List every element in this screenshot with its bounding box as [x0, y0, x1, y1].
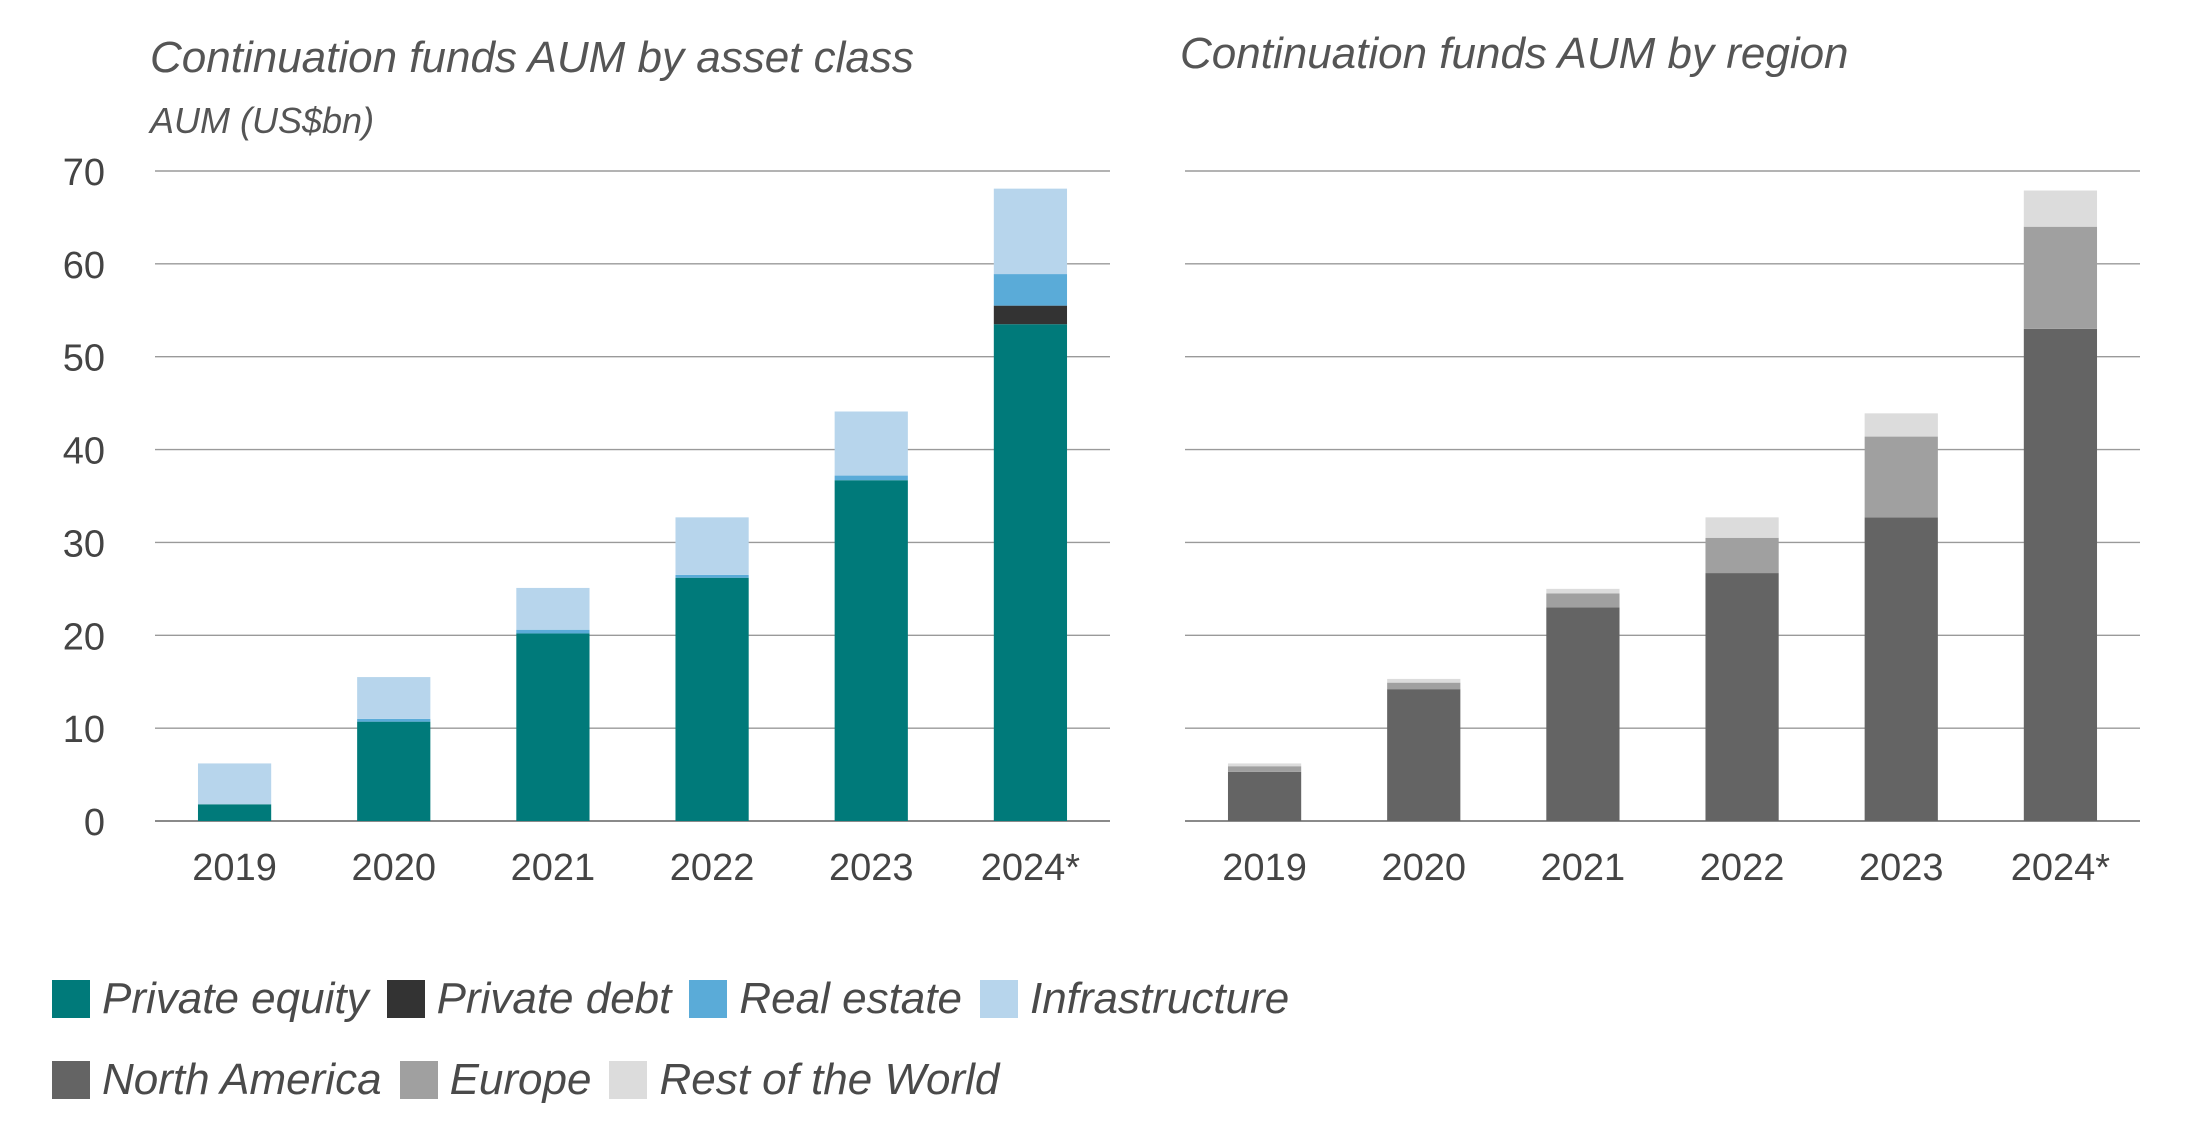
bar-europe-2023	[1864, 436, 1938, 518]
bar-real-estate-2024	[993, 274, 1068, 306]
y-tick-label: 60	[63, 245, 105, 287]
bar-infrastructure-2021	[516, 587, 590, 630]
bar-north-america-2020	[1387, 689, 1461, 821]
y-tick-label: 20	[63, 616, 105, 658]
x-tick-label: 2022	[670, 847, 755, 889]
bar-north-america-2024	[2023, 328, 2098, 821]
bar-infrastructure-2024	[993, 188, 1068, 275]
bar-private-equity-2021	[516, 633, 590, 821]
chart-title-region: Continuation funds AUM by region	[1180, 29, 1849, 78]
bar-infrastructure-2023	[834, 411, 908, 476]
bar-real-estate-2023	[834, 475, 908, 481]
bar-europe-2024	[2023, 226, 2098, 329]
chart-asset-class: 0 10 20 30 40 50 60 70 2019 2020 2021 2022 2023 2024*	[63, 152, 1110, 889]
bar-europe-2019	[1227, 766, 1302, 772]
y-tick-label: 70	[63, 152, 105, 194]
legend-label-infrastructure: Infrastructure	[1029, 974, 1290, 1023]
bar-real-estate-2020	[357, 718, 431, 722]
x-tick-label: 2023	[829, 847, 914, 889]
bar-private-equity-2024	[993, 324, 1068, 821]
y-tick-label: 30	[63, 523, 105, 565]
legend-swatch-north-america	[52, 1061, 90, 1099]
bar-real-estate-2022	[675, 574, 749, 578]
y-tick-label: 10	[63, 709, 105, 751]
x-tick-label: 2020	[1381, 847, 1466, 889]
bar-rest-of-the-world-2023	[1864, 413, 1938, 437]
legend-item-rest-of-world: Rest of the World	[609, 1055, 999, 1105]
legend-swatch-real-estate	[689, 980, 728, 1018]
legend-item-europe: Europe	[399, 1055, 592, 1105]
bar-north-america-2022	[1705, 573, 1779, 821]
x-tick-label: 2024*	[981, 847, 1081, 889]
chart-title-asset-class: Continuation funds AUM by asset class	[150, 33, 914, 82]
bar-europe-2022	[1705, 537, 1779, 574]
bar-rest-of-the-world-2021	[1546, 588, 1620, 594]
chart-region: 2019 2020 2021 2022 2023 2024*	[1185, 170, 2140, 889]
bar-private-equity-2022	[675, 577, 749, 821]
legend-label-europe: Europe	[449, 1055, 592, 1104]
y-tick-label: 0	[84, 802, 105, 844]
x-tick-label: 2020	[351, 847, 436, 889]
bar-rest-of-the-world-2022	[1705, 517, 1779, 538]
legend-label-rest-of-world: Rest of the World	[659, 1055, 1000, 1104]
legend-swatch-rest-of-world	[609, 1061, 648, 1099]
legend-asset-class: Private equity Private debt Real estate …	[52, 974, 1307, 1024]
legend-label-real-estate: Real estate	[739, 974, 962, 1023]
y-tick-label: 50	[63, 338, 105, 380]
x-tick-label: 2024*	[2011, 847, 2111, 889]
x-tick-label: 2022	[1700, 847, 1785, 889]
bar-rest-of-the-world-2019	[1227, 763, 1302, 767]
legend-swatch-private-equity	[52, 980, 90, 1018]
bar-north-america-2019	[1227, 771, 1302, 821]
y-tick-label: 40	[63, 431, 105, 473]
legend-label-private-equity: Private equity	[102, 974, 369, 1023]
legend-item-private-debt: Private debt	[386, 974, 672, 1024]
bar-rest-of-the-world-2024	[2023, 190, 2098, 227]
legend-item-private-equity: Private equity	[52, 974, 369, 1024]
bar-infrastructure-2019	[197, 763, 272, 805]
legend-label-north-america: North America	[102, 1055, 382, 1104]
bar-infrastructure-2022	[675, 517, 749, 575]
bar-private-equity-2019	[197, 804, 272, 821]
bar-europe-2020	[1387, 682, 1461, 690]
x-tick-label: 2021	[511, 847, 596, 889]
bar-north-america-2021	[1546, 607, 1620, 821]
legend-swatch-infrastructure	[979, 980, 1018, 1018]
legend-swatch-private-debt	[386, 980, 425, 1018]
legend-region: North America Europe Rest of the World	[52, 1055, 1017, 1105]
y-axis-label-aum: AUM (US$bn)	[148, 100, 374, 141]
bar-europe-2021	[1546, 593, 1620, 608]
legend-swatch-europe	[399, 1061, 438, 1099]
legend-item-north-america: North America	[52, 1055, 382, 1105]
legend-item-infrastructure: Infrastructure	[979, 974, 1290, 1024]
x-tick-label: 2023	[1859, 847, 1944, 889]
bar-north-america-2023	[1864, 517, 1938, 821]
x-tick-label: 2021	[1541, 847, 1626, 889]
bar-real-estate-2021	[516, 629, 590, 634]
legend-item-real-estate: Real estate	[689, 974, 962, 1024]
bar-private-debt-2024	[993, 305, 1068, 325]
bar-private-equity-2020	[357, 721, 431, 821]
bar-private-equity-2023	[834, 480, 908, 821]
bar-infrastructure-2020	[357, 677, 431, 719]
x-tick-label: 2019	[192, 847, 277, 889]
x-tick-label: 2019	[1222, 847, 1307, 889]
legend-label-private-debt: Private debt	[436, 974, 672, 1023]
bar-rest-of-the-world-2020	[1387, 678, 1461, 683]
